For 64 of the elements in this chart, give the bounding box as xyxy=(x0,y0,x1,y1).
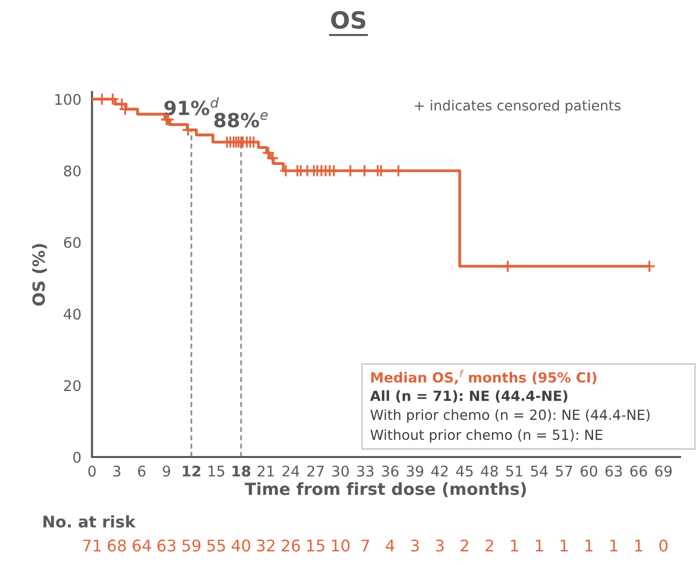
text: 1 xyxy=(536,540,543,552)
x-tick-label: 45 xyxy=(456,466,473,477)
text: 40 xyxy=(232,539,250,552)
text: 10 xyxy=(332,539,350,552)
text: 32 xyxy=(256,539,274,552)
text: 63 xyxy=(157,539,176,552)
x-tick-label: 18 xyxy=(232,466,250,477)
x-tick-label: 6 xyxy=(138,466,146,477)
text: 7 xyxy=(362,540,370,552)
x-tick-label: 21 xyxy=(258,466,274,476)
x-tick-label: 33 xyxy=(357,466,374,477)
x-tick-label: 36 xyxy=(382,466,398,477)
x-tick-label: 15 xyxy=(208,466,224,477)
text: 1 xyxy=(586,540,593,552)
x-axis-title: Time from first dose (months) xyxy=(244,482,526,498)
text: 2 xyxy=(486,539,494,552)
chart-title: OS xyxy=(331,10,366,29)
x-tick-label: 30 xyxy=(332,466,349,477)
x-tick-label: 3 xyxy=(113,466,120,477)
annotation: With prior chemo (n = 20): NE (44.4-NE) xyxy=(370,409,650,423)
text: 0 xyxy=(659,539,668,552)
text: 2 xyxy=(460,539,468,552)
annotation: Median OS,$^{f}$ months (95% CI) xyxy=(371,370,596,384)
x-tick-label: 9 xyxy=(162,466,170,477)
text: 26 xyxy=(282,539,300,552)
y-tick-label: 40 xyxy=(64,308,81,320)
y-tick-label: 20 xyxy=(64,380,81,392)
x-tick-label: 48 xyxy=(480,466,498,477)
x-tick-label: 60 xyxy=(580,466,598,477)
text: 1 xyxy=(560,540,568,552)
text: 15 xyxy=(307,540,324,552)
text: 64 xyxy=(132,539,151,552)
text: 1 xyxy=(610,540,618,552)
y-tick-label: 100 xyxy=(55,94,81,105)
text: 1 xyxy=(635,540,642,552)
x-tick-label: 51 xyxy=(506,466,522,477)
text: 3 xyxy=(436,539,444,552)
x-tick-label: 66 xyxy=(630,466,647,477)
text: 71 xyxy=(83,540,101,552)
text: 59 xyxy=(182,539,200,552)
x-tick-label: 0 xyxy=(88,466,96,477)
ref-line-label: 88%$^{e}$ xyxy=(214,112,268,128)
y-tick-label: 80 xyxy=(64,165,81,176)
text: 1 xyxy=(511,540,518,552)
x-tick-label: 27 xyxy=(307,466,324,476)
x-tick-label: 12 xyxy=(182,466,200,476)
annotation: Without prior chemo (n = 51): NE xyxy=(370,429,602,443)
x-tick-label: 39 xyxy=(406,466,424,477)
x-tick-label: 24 xyxy=(282,466,300,476)
text: 68 xyxy=(108,539,126,552)
text: 3 xyxy=(411,539,419,552)
y-tick-label: 0 xyxy=(73,452,81,463)
x-tick-label: 54 xyxy=(531,466,548,477)
text: 55 xyxy=(207,540,225,552)
x-tick-label: 63 xyxy=(605,466,622,477)
x-tick-label: 69 xyxy=(655,466,672,477)
y-tick-label: 60 xyxy=(64,237,81,248)
text: 4 xyxy=(386,540,394,552)
y-axis-title: OS (%) xyxy=(32,244,47,306)
annotation: + indicates censored patients xyxy=(414,100,621,114)
annotation: All (n = 71): NE (44.4-NE) xyxy=(370,390,568,403)
text: No. at risk xyxy=(43,515,136,528)
x-tick-label: 42 xyxy=(431,466,448,476)
x-tick-label: 57 xyxy=(556,466,572,477)
